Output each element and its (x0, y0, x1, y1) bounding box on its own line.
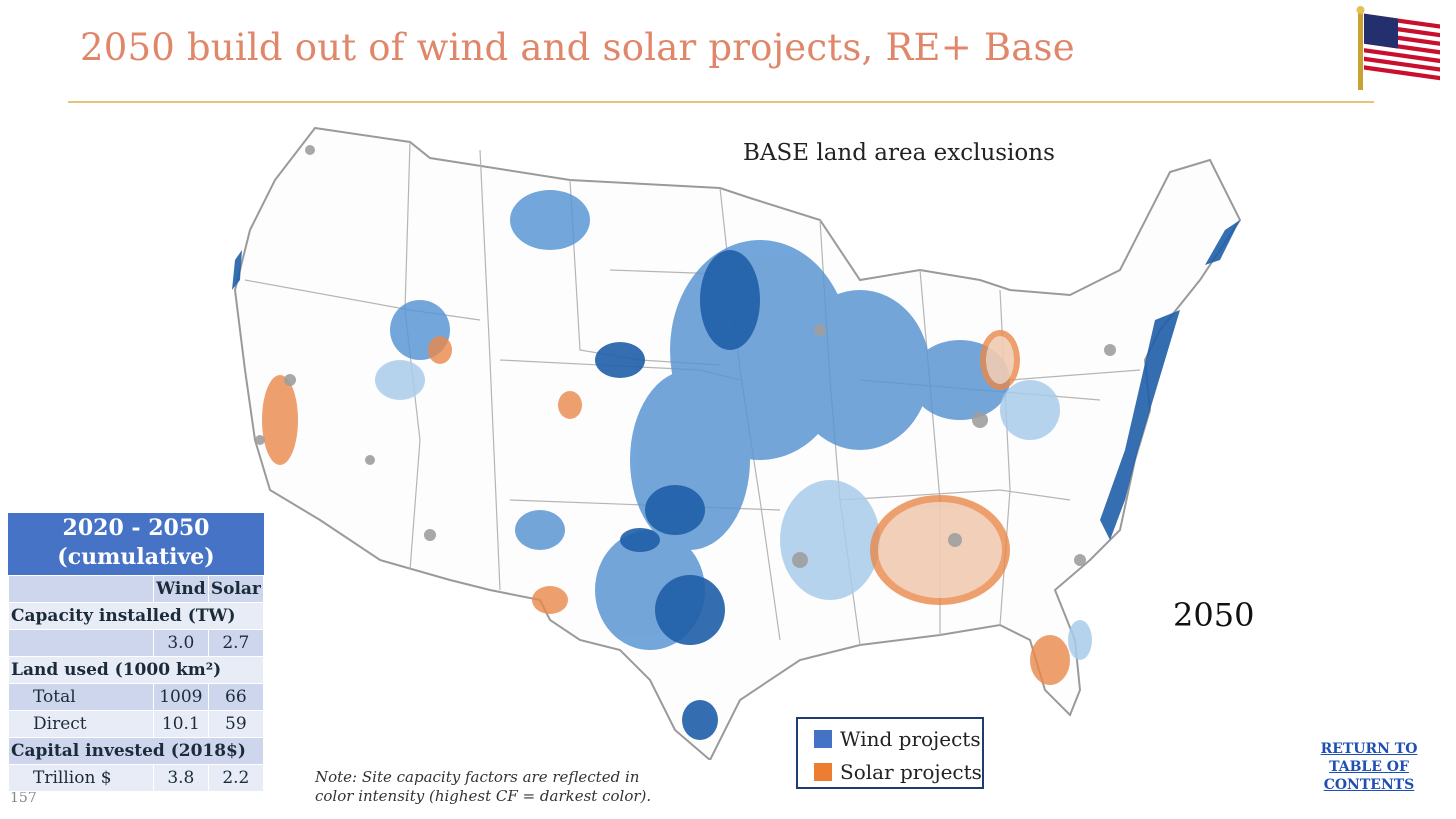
legend-item-wind: Wind projects (814, 727, 981, 751)
solar-value: 59 (207, 710, 265, 738)
wind-value: 3.0 (153, 629, 209, 657)
note-line-1: Note: Site capacity factors are reflecte… (315, 768, 640, 786)
row-label: Total (8, 683, 154, 711)
us-flag-icon (1356, 6, 1440, 90)
stats-grid: Wind Solar Capacity installed (TW) 3.0 2… (8, 575, 265, 792)
section-title-capacity: Capacity installed (TW) (8, 602, 264, 630)
map-note: Note: Site capacity factors are reflecte… (315, 768, 715, 806)
row-label (8, 629, 154, 657)
stats-heading-line-1: 2020 - 2050 (62, 515, 210, 541)
legend-item-solar: Solar projects (814, 760, 982, 784)
stats-heading-line-2: (cumulative) (57, 544, 215, 570)
solar-value: 2.2 (207, 764, 265, 792)
col-header-solar: Solar (207, 575, 265, 603)
stats-corner-cell (8, 575, 154, 603)
col-header-wind: Wind (153, 575, 209, 603)
return-to-toc-link[interactable]: RETURN TO TABLE OF CONTENTS (1314, 740, 1424, 794)
return-link-line-1: RETURN TO (1320, 741, 1418, 757)
title-divider (68, 101, 1374, 103)
section-row-capital: Capital invested (2018$) (8, 737, 264, 765)
return-link-line-3: CONTENTS (1323, 777, 1415, 793)
wind-swatch (814, 730, 832, 748)
table-row: Total 1009 66 (8, 683, 265, 711)
row-label: Direct (8, 710, 154, 738)
us-map (232, 126, 1242, 760)
table-row: Direct 10.1 59 (8, 710, 265, 738)
legend-label-solar: Solar projects (840, 760, 982, 784)
legend-label-wind: Wind projects (840, 727, 981, 751)
stats-heading: 2020 - 2050 (cumulative) (8, 513, 264, 575)
map-legend: Wind projects Solar projects (796, 717, 984, 789)
stats-column-header-row: Wind Solar (8, 575, 265, 603)
table-row: Trillion $ 3.8 2.2 (8, 764, 265, 792)
map-year-label: 2050 (1173, 596, 1255, 634)
wind-value: 10.1 (153, 710, 209, 738)
section-title-capital: Capital invested (2018$) (8, 737, 264, 765)
wind-value: 3.8 (153, 764, 209, 792)
map-subtitle: BASE land area exclusions (743, 140, 1055, 166)
wind-value: 1009 (153, 683, 209, 711)
section-row-capacity: Capacity installed (TW) (8, 602, 264, 630)
section-row-land: Land used (1000 km²) (8, 656, 264, 684)
slide-title: 2050 build out of wind and solar project… (80, 26, 1075, 69)
cumulative-stats-table: 2020 - 2050 (cumulative) Wind Solar Capa… (8, 513, 265, 792)
return-link-line-2: TABLE OF (1329, 759, 1409, 775)
solar-value: 2.7 (207, 629, 265, 657)
section-title-land: Land used (1000 km²) (8, 656, 264, 684)
solar-swatch (814, 763, 832, 781)
solar-value: 66 (207, 683, 265, 711)
page-number: 157 (10, 790, 37, 806)
table-row: 3.0 2.7 (8, 629, 265, 657)
note-line-2: color intensity (highest CF = darkest co… (315, 787, 652, 805)
row-label: Trillion $ (8, 764, 154, 792)
